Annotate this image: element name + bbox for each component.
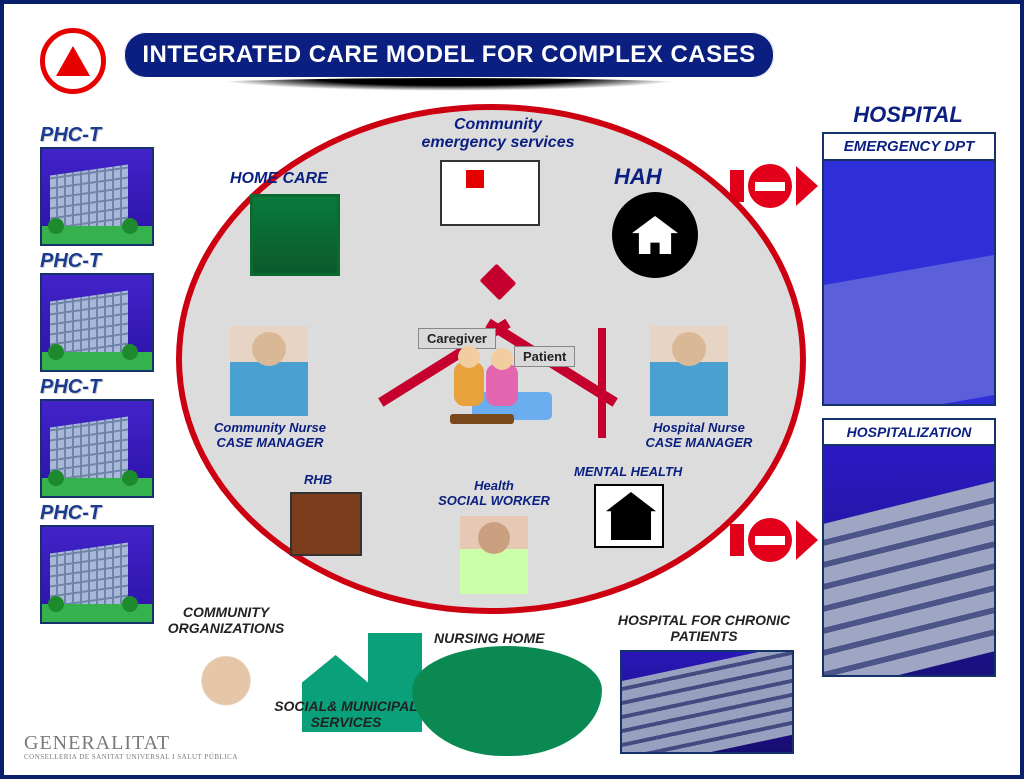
community-nurse-label: Community Nurse CASE MANAGER	[188, 420, 352, 450]
no-entry-arrow-icon	[730, 518, 818, 562]
title-shadow	[114, 78, 784, 104]
phct-label: PHC-T	[40, 250, 158, 273]
rhb-icon	[290, 492, 362, 556]
emergency-dept-box: EMERGENCY DPT	[822, 132, 996, 406]
text: emergency services	[422, 134, 575, 151]
hah-house-icon	[612, 192, 698, 278]
text: PATIENTS	[670, 628, 737, 644]
mental-health-icon	[594, 484, 664, 548]
hospital-nurse-label: Hospital Nurse CASE MANAGER	[624, 420, 774, 450]
text: SOCIAL WORKER	[438, 493, 550, 508]
phct-item: PHC-T	[40, 124, 158, 246]
text: ORGANIZATIONS	[168, 620, 284, 636]
social-services-label: SOCIAL& MUNICIPAL SERVICES	[262, 698, 430, 730]
phct-label: PHC-T	[40, 124, 158, 147]
generalitat-logo: GENERALITAT CONSELLERIA DE SANITAT UNIVE…	[24, 732, 238, 761]
text: HOSPITAL FOR CHRONIC	[618, 612, 790, 628]
text: SOCIAL& MUNICIPAL	[274, 698, 418, 714]
community-emergency-label: Community emergency services	[408, 116, 588, 152]
building-icon	[40, 525, 154, 624]
text: Health	[474, 478, 514, 493]
building-icon	[40, 147, 154, 246]
caregiver-tag: Caregiver	[418, 328, 496, 349]
phct-label: PHC-T	[40, 376, 158, 399]
no-entry-arrow-icon	[730, 164, 818, 208]
nursing-home-label: NURSING HOME	[434, 630, 544, 646]
nursing-home-icon	[412, 646, 602, 756]
community-nurse-icon	[230, 326, 308, 416]
rhb-label: RHB	[304, 472, 332, 487]
slide-title-text: INTEGRATED CARE MODEL FOR COMPLEX CASES	[142, 41, 755, 69]
phct-label: PHC-T	[40, 502, 158, 525]
social-worker-label: Health SOCIAL WORKER	[424, 478, 564, 508]
hospital-chronic-icon	[620, 650, 794, 754]
hospitalization-label: HOSPITALIZATION	[824, 420, 994, 446]
hah-label: HAH	[614, 164, 662, 190]
generalitat-text: GENERALITAT	[24, 732, 170, 754]
text: COMMUNITY	[183, 604, 269, 620]
triangle-logo-icon	[40, 28, 106, 94]
slide-title: INTEGRATED CARE MODEL FOR COMPLEX CASES	[124, 32, 774, 78]
generalitat-sub: CONSELLERIA DE SANITAT UNIVERSAL I SALUT…	[24, 753, 238, 761]
ambulance-icon	[440, 160, 540, 226]
text: Community Nurse	[214, 420, 326, 435]
text: CASE MANAGER	[217, 435, 324, 450]
building-icon	[40, 273, 154, 372]
building-icon	[40, 399, 154, 498]
text: Hospital Nurse	[653, 420, 745, 435]
text: CASE MANAGER	[646, 435, 753, 450]
slide-root: INTEGRATED CARE MODEL FOR COMPLEX CASES …	[0, 0, 1024, 779]
mental-health-label: MENTAL HEALTH	[574, 464, 682, 479]
phct-column: PHC-T PHC-T PHC-T PHC-T	[40, 124, 158, 628]
phct-item: PHC-T	[40, 502, 158, 624]
community-org-label: COMMUNITY ORGANIZATIONS	[156, 604, 296, 636]
text: Community	[454, 116, 542, 133]
home-care-icon	[250, 194, 340, 276]
caregiver-patient-icon	[424, 356, 564, 446]
hospital-nurse-icon	[650, 326, 728, 416]
text: SERVICES	[311, 714, 382, 730]
hospital-chronic-label: HOSPITAL FOR CHRONIC PATIENTS	[604, 612, 804, 644]
social-worker-icon	[460, 516, 528, 594]
phct-item: PHC-T	[40, 250, 158, 372]
home-care-label: HOME CARE	[230, 170, 328, 188]
emergency-dept-label: EMERGENCY DPT	[824, 134, 994, 161]
phct-item: PHC-T	[40, 376, 158, 498]
hospitalization-box: HOSPITALIZATION	[822, 418, 996, 677]
hospital-heading: HOSPITAL	[822, 102, 994, 128]
hospital-column: HOSPITAL EMERGENCY DPT HOSPITALIZATION	[822, 102, 994, 677]
hands-icon	[178, 640, 274, 714]
